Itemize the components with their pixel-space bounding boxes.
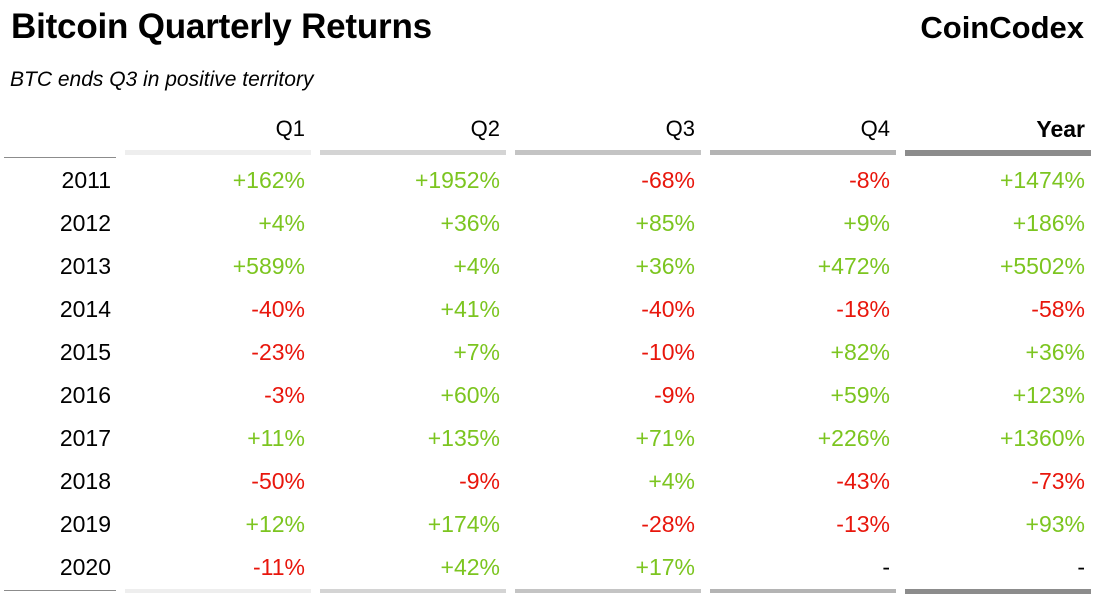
cell-q1: -40% [251, 296, 305, 322]
brand-logo-text: CoinCodex [920, 10, 1084, 45]
cell-q3: +36% [635, 253, 695, 279]
table-row: 2013 +589% +4% +36% +472% +5502% [0, 245, 1094, 288]
cell-q2: +60% [440, 382, 500, 408]
cell-q4: -8% [849, 167, 890, 193]
footer-bar-q3 [515, 589, 701, 593]
cell-q3: -10% [641, 339, 695, 365]
cell-year: -58% [1031, 296, 1085, 322]
cell-q3: -68% [641, 167, 695, 193]
header-bar-q1 [125, 150, 311, 155]
row-label-year: 2020 [59, 554, 111, 580]
cell-q4: +82% [830, 339, 890, 365]
cell-year: +5502% [999, 253, 1085, 279]
cell-q2: -9% [459, 468, 500, 494]
cell-q4: - [882, 554, 890, 580]
table-row: 2012 +4% +36% +85% +9% +186% [0, 202, 1094, 245]
cell-q2: +36% [440, 210, 500, 236]
header-bar-year [905, 150, 1091, 156]
cell-q3: -40% [641, 296, 695, 322]
column-header-q4: Q4 [860, 116, 890, 141]
cell-q1: +11% [247, 425, 305, 451]
cell-q2: +4% [453, 253, 500, 279]
footer-bar-q2 [320, 589, 506, 593]
footer-bar-year [905, 589, 1091, 594]
cell-q2: +41% [440, 296, 500, 322]
table-row: 2014 -40% +41% -40% -18% -58% [0, 288, 1094, 331]
chart-subtitle: BTC ends Q3 in positive territory [10, 68, 314, 91]
table-row: 2011 +162% +1952% -68% -8% +1474% [0, 159, 1094, 202]
table-row: 2018 -50% -9% +4% -43% -73% [0, 460, 1094, 503]
cell-q3: +71% [635, 425, 695, 451]
cell-q4: +472% [817, 253, 890, 279]
footer-bar-q4 [710, 589, 896, 593]
cell-q1: +12% [245, 511, 305, 537]
cell-q4: +226% [817, 425, 890, 451]
cell-q1: -50% [251, 468, 305, 494]
row-label-top-line [4, 157, 116, 158]
row-label-year: 2019 [59, 511, 111, 537]
cell-q2: +1952% [414, 167, 500, 193]
cell-year: +1474% [999, 167, 1085, 193]
cell-q2: +135% [427, 425, 500, 451]
row-label-year: 2015 [59, 339, 111, 365]
cell-year: +36% [1025, 339, 1085, 365]
footer-bar-q1 [125, 589, 311, 593]
cell-q3: -9% [654, 382, 695, 408]
header-bar-q2 [320, 150, 506, 155]
cell-q1: -11% [253, 554, 305, 580]
cell-q1: +589% [232, 253, 305, 279]
row-label-year: 2012 [59, 210, 111, 236]
cell-q2: +174% [427, 511, 500, 537]
table-row: 2020 -11% +42% +17% - - [0, 546, 1094, 589]
cell-q1: +162% [232, 167, 305, 193]
cell-q4: -18% [836, 296, 890, 322]
row-label-year: 2017 [59, 425, 111, 451]
cell-q3: +4% [648, 468, 695, 494]
chart-title: Bitcoin Quarterly Returns [11, 7, 432, 46]
cell-q1: -23% [251, 339, 305, 365]
cell-q4: -13% [836, 511, 890, 537]
column-header-q2: Q2 [470, 116, 500, 141]
header-bar-q3 [515, 150, 701, 155]
cell-year: +93% [1025, 511, 1085, 537]
cell-year: +123% [1012, 382, 1085, 408]
column-header-year: Year [1036, 116, 1085, 142]
table-row: 2015 -23% +7% -10% +82% +36% [0, 331, 1094, 374]
row-label-year: 2018 [59, 468, 111, 494]
cell-year: - [1077, 554, 1085, 580]
cell-q3: +17% [635, 554, 695, 580]
cell-year: +186% [1012, 210, 1085, 236]
cell-q4: -43% [836, 468, 890, 494]
column-header-q1: Q1 [275, 116, 305, 141]
row-label-bottom-line [4, 590, 116, 591]
cell-q2: +7% [453, 339, 500, 365]
row-label-year: 2013 [59, 253, 111, 279]
cell-q3: -28% [641, 511, 695, 537]
row-label-year: 2011 [61, 167, 111, 193]
cell-q2: +42% [440, 554, 500, 580]
header-bar-q4 [710, 150, 896, 155]
row-label-year: 2016 [59, 382, 111, 408]
table-row: 2019 +12% +174% -28% -13% +93% [0, 503, 1094, 546]
cell-year: +1360% [999, 425, 1085, 451]
cell-q1: -3% [264, 382, 305, 408]
cell-q4: +9% [843, 210, 890, 236]
cell-q3: +85% [635, 210, 695, 236]
cell-q1: +4% [258, 210, 305, 236]
column-header-q3: Q3 [665, 116, 695, 141]
cell-q4: +59% [830, 382, 890, 408]
cell-year: -73% [1031, 468, 1085, 494]
table-row: 2017 +11% +135% +71% +226% +1360% [0, 417, 1094, 460]
table-row: 2016 -3% +60% -9% +59% +123% [0, 374, 1094, 417]
row-label-year: 2014 [59, 296, 111, 322]
